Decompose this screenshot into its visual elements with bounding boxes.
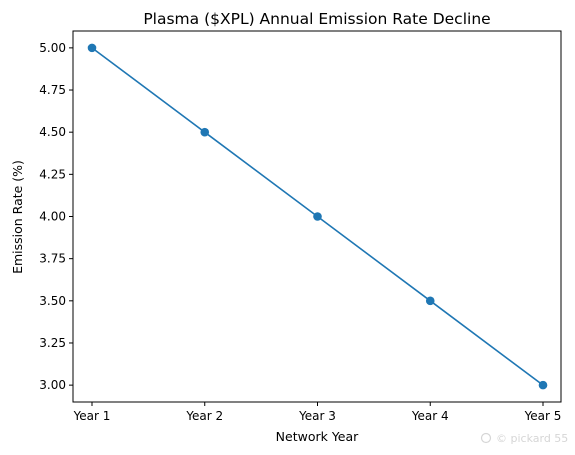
y-axis: 3.00 3.25 3.50 3.75 4.00 4.25 4.50 4.75 5.00 xyxy=(39,41,73,392)
y-tick-label: 5.00 xyxy=(39,41,66,55)
y-tick-label: 4.00 xyxy=(39,210,66,224)
watermark-logo-icon xyxy=(480,432,492,444)
watermark: © pickard 55 xyxy=(480,432,568,445)
data-point xyxy=(200,127,210,137)
data-point xyxy=(425,296,435,306)
data-point xyxy=(538,380,548,390)
x-tick-label: Year 3 xyxy=(298,409,336,423)
x-tick-label: Year 5 xyxy=(524,409,562,423)
watermark-text: © pickard 55 xyxy=(496,432,568,445)
data-point xyxy=(87,43,97,53)
x-axis-label: Network Year xyxy=(276,429,359,444)
y-axis-label: Emission Rate (%) xyxy=(10,160,25,274)
x-tick-label: Year 1 xyxy=(73,409,111,423)
chart-title: Plasma ($XPL) Annual Emission Rate Decli… xyxy=(143,10,490,28)
y-tick-label: 4.50 xyxy=(39,125,66,139)
y-tick-label: 4.75 xyxy=(39,83,66,97)
x-tick-label: Year 2 xyxy=(185,409,223,423)
x-axis: Year 1 Year 2 Year 3 Year 4 Year 5 xyxy=(73,402,562,423)
series-layer xyxy=(87,43,548,390)
y-tick-label: 3.00 xyxy=(39,378,66,392)
y-tick-label: 3.25 xyxy=(39,336,66,350)
data-point xyxy=(313,212,322,221)
x-tick-label: Year 4 xyxy=(411,409,449,423)
y-tick-label: 4.25 xyxy=(39,167,66,181)
y-tick-label: 3.75 xyxy=(39,252,66,266)
y-tick-label: 3.50 xyxy=(39,294,66,308)
